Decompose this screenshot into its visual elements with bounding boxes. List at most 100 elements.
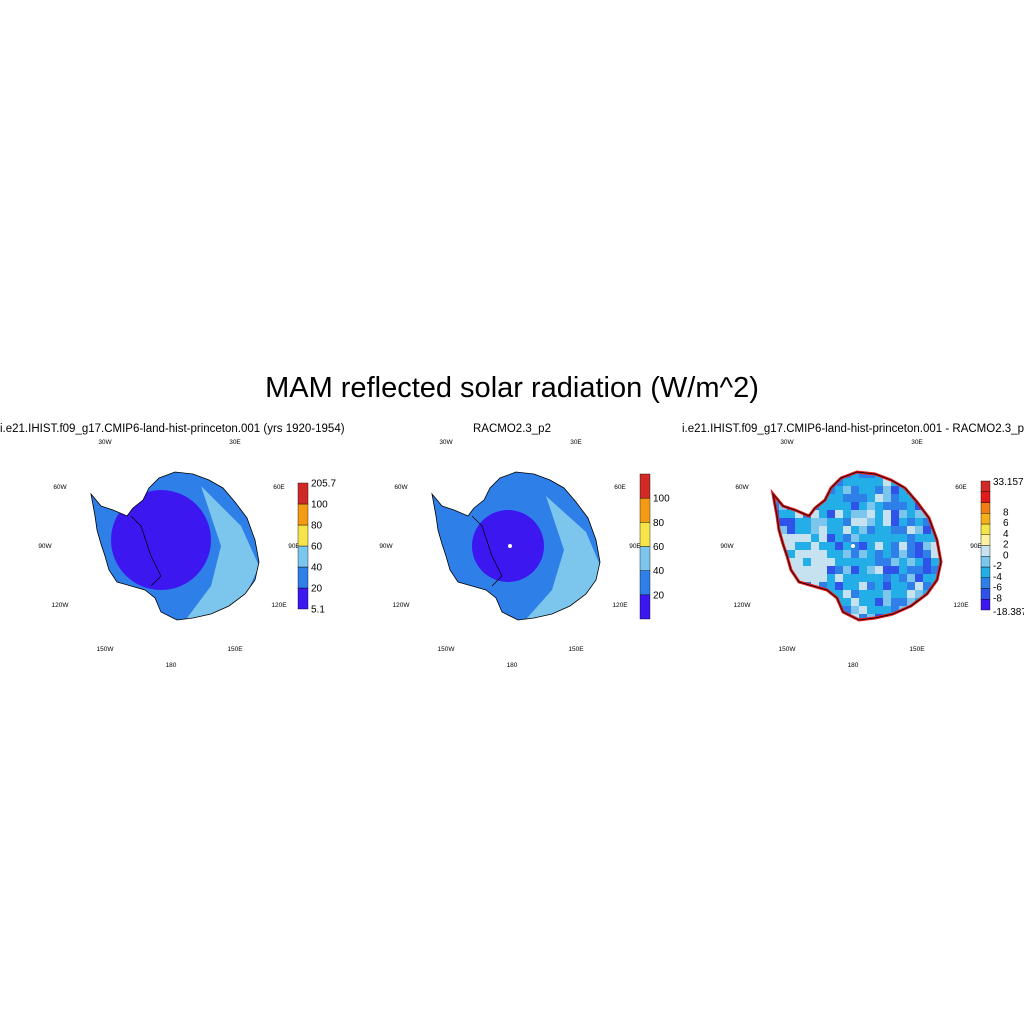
- cb-2-tick-label: 100: [653, 494, 670, 505]
- panel-3-field-cell: [819, 614, 827, 620]
- cb-1-swatch: [297, 503, 309, 526]
- panel-3-field-cell: [787, 542, 795, 550]
- panel-3-field-cell: [763, 582, 771, 590]
- panel-3-field-cell: [939, 526, 941, 534]
- panel-3-field-cell: [835, 486, 843, 494]
- panel-3-field-cell: [875, 566, 883, 574]
- cb-2-tick-label: 20: [653, 590, 665, 601]
- panel-3-field-cell: [859, 550, 867, 558]
- panel-3-field-cell: [931, 558, 939, 566]
- panel-2-lon-label-150e: 150E: [568, 646, 584, 653]
- panel-3-field-cell: [851, 566, 859, 574]
- panel-3-field-cell: [851, 486, 859, 494]
- panel-3-lon-label-150e: 150E: [909, 646, 925, 653]
- panel-3-field-cell: [803, 502, 811, 510]
- panel-3-field-cell: [907, 472, 915, 478]
- panel-3-field-cell: [859, 558, 867, 566]
- panel-3-lon-label-180: 180: [848, 662, 859, 669]
- panel-3-field-cell: [907, 590, 915, 598]
- panel-3-field-cell: [867, 542, 875, 550]
- panel-3-field-cell: [875, 606, 883, 614]
- panel-3-field-cell: [851, 590, 859, 598]
- panel-3-field-cell: [891, 472, 899, 478]
- panel-3-field-cell: [899, 526, 907, 534]
- panel-3-field-cell: [915, 566, 923, 574]
- panel-3-field-cell: [939, 574, 941, 582]
- panel-3-field-cell: [795, 574, 803, 582]
- cb-3-tick-label: 6: [1003, 518, 1009, 529]
- panel-3-field-cell: [907, 574, 915, 582]
- panel-3-field-cell: [891, 598, 899, 606]
- panel-3-field-cell: [787, 486, 795, 494]
- cb-2-swatch: [639, 522, 651, 547]
- panel-3-field-cell: [779, 606, 787, 614]
- panel-3-field-cell: [795, 526, 803, 534]
- panel-1-colorbar: 5.1 20 40 60 80 100 205.7: [297, 479, 336, 616]
- panel-3-field-cell: [883, 534, 891, 542]
- panel-3-field-cell: [795, 486, 803, 494]
- panel-3-field-cell: [923, 550, 931, 558]
- panel-3-field-cell: [851, 502, 859, 510]
- panel-3-field-cell: [859, 622, 867, 630]
- panel-3-field-cell: [803, 472, 811, 478]
- panel-3-field-cell: [883, 622, 891, 630]
- panel-3-field-cell: [827, 566, 835, 574]
- panel-3-field-cell: [923, 614, 931, 620]
- panel-3-lon-label-90e: 90E: [970, 543, 982, 550]
- panel-3-field-cell: [787, 494, 795, 502]
- cb-1-tick-label: 205.7: [311, 479, 336, 490]
- panel-1-map: [90, 471, 260, 621]
- panel-3-field-cell: [851, 598, 859, 606]
- panel-3-field-cell: [827, 606, 835, 614]
- panel-3-field-cell: [803, 550, 811, 558]
- panel-3-field-cell: [891, 606, 899, 614]
- cb-3-swatch: [980, 491, 991, 503]
- panel-3-field-cell: [939, 606, 941, 614]
- panel-3-field-cell: [843, 542, 851, 550]
- panel-3-lon-label-30e: 30E: [911, 439, 923, 446]
- panel-3-field-cell: [859, 566, 867, 574]
- panel-3-field-cell: [883, 606, 891, 614]
- panel-3-field-cell: [859, 574, 867, 582]
- panel-3-lon-label-60w: 60W: [735, 484, 749, 491]
- panel-3-field-cell: [915, 574, 923, 582]
- panel-3-field-cell: [907, 534, 915, 542]
- panel-3-map: [763, 470, 943, 630]
- panel-3-field-cell: [773, 614, 779, 620]
- panel-3-field-cell: [843, 486, 851, 494]
- panel-3-field-cell: [803, 598, 811, 606]
- panel-3-field-cell: [859, 472, 867, 478]
- panel-3-field-cell: [771, 622, 779, 630]
- cb-2-tick-label: 60: [653, 542, 665, 553]
- panel-3-lon-label-120w: 120W: [734, 602, 752, 609]
- panel-3-field-cell: [827, 502, 835, 510]
- panel-3-field-cell: [819, 534, 827, 542]
- panel-3-field-cell: [875, 598, 883, 606]
- panel-3-field-cell: [867, 518, 875, 526]
- figure-title: MAM reflected solar radiation (W/m^2): [265, 372, 759, 404]
- panel-3-field-cell: [915, 472, 923, 478]
- panel-3-field-cell: [803, 558, 811, 566]
- panel-3-field-cell: [875, 550, 883, 558]
- panel-3-field-cell: [923, 486, 931, 494]
- panel-3-field-cell: [795, 472, 803, 478]
- panel-3-field-cell: [915, 558, 923, 566]
- panel-3-field-cell: [915, 614, 923, 620]
- panel-3-field-cell: [787, 534, 795, 542]
- cb-3-tick-label: 0: [1003, 550, 1009, 561]
- panel-3-field-cell: [939, 582, 941, 590]
- panel-3-field-cell: [787, 550, 795, 558]
- panel-3-field-cell: [907, 478, 915, 486]
- cb-3-swatch: [980, 534, 991, 546]
- panel-3-field-cell: [819, 542, 827, 550]
- cb-1-swatch: [297, 482, 309, 505]
- panel-3-field-cell: [899, 598, 907, 606]
- panel-3-field-cell: [923, 478, 931, 486]
- panel-3-field-cell: [891, 622, 899, 630]
- panel-3-field-cell: [859, 518, 867, 526]
- panel-3-field-cell: [899, 494, 907, 502]
- cb-2-tick-label: 40: [653, 566, 665, 577]
- panel-3-field-cell: [867, 622, 875, 630]
- panel-3-field-cell: [819, 472, 827, 478]
- panel-1-lon-label-150w: 150W: [97, 646, 115, 653]
